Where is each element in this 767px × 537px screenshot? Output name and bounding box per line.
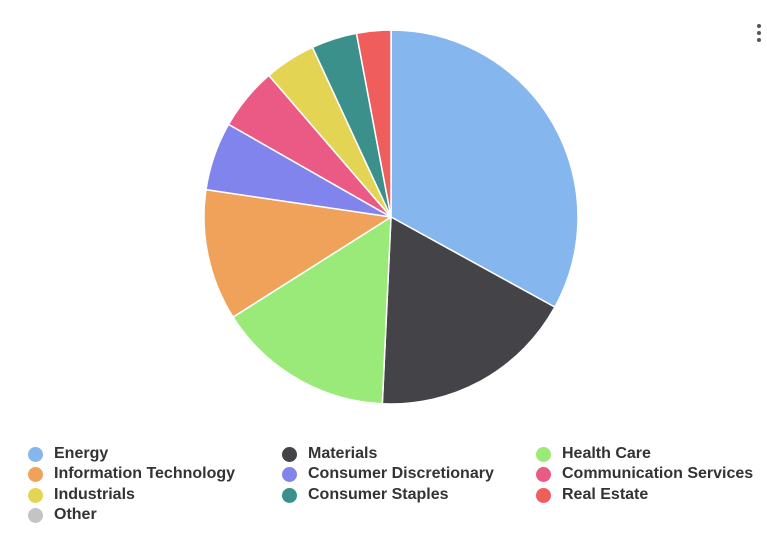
legend-swatch-consumer-discretionary (282, 466, 297, 482)
legend-swatch-consumer-staples (282, 487, 297, 503)
pie-slice-health-care[interactable] (232, 216, 392, 405)
chart-menu-button[interactable] (752, 22, 766, 46)
legend-swatch-industrials (28, 487, 43, 503)
more-vertical-icon-dot (757, 31, 761, 35)
legend-swatch-information-technology (28, 466, 43, 482)
more-vertical-icon (757, 24, 761, 28)
legend-swatch-real-estate (536, 487, 551, 503)
pie-slice-energy[interactable] (390, 29, 579, 308)
more-vertical-icon-dot (757, 38, 761, 42)
legend-swatch-health-care (536, 446, 551, 462)
legend-label-communication-services: Communication Services (562, 465, 754, 482)
legend-label-energy: Energy (54, 445, 109, 462)
legend-label-industrials: Industrials (54, 486, 135, 503)
legend-item-other[interactable]: Other (28, 505, 97, 525)
legend-label-other: Other (54, 506, 97, 523)
pie-slice-information-technology[interactable] (203, 188, 392, 318)
legend-item-consumer-staples[interactable]: Consumer Staples (282, 485, 448, 505)
legend-item-consumer-discretionary[interactable]: Consumer Discretionary (282, 464, 494, 484)
legend-label-health-care: Health Care (562, 445, 651, 462)
legend-label-consumer-discretionary: Consumer Discretionary (308, 465, 494, 482)
legend-label-consumer-staples: Consumer Staples (308, 486, 449, 503)
legend-label-materials: Materials (308, 445, 378, 462)
legend-item-real-estate[interactable]: Real Estate (536, 485, 648, 505)
legend-label-real-estate: Real Estate (562, 486, 649, 503)
legend-label-information-technology: Information Technology (54, 465, 236, 482)
legend-swatch-materials (282, 446, 297, 462)
legend-item-industrials[interactable]: Industrials (28, 485, 135, 505)
legend-item-materials[interactable]: Materials (282, 444, 377, 464)
legend-swatch-communication-services (536, 466, 551, 482)
legend-item-health-care[interactable]: Health Care (536, 444, 651, 464)
legend-swatch-other (28, 507, 43, 523)
legend-item-information-technology[interactable]: Information Technology (28, 464, 235, 484)
pie-slice-real-estate[interactable] (355, 29, 392, 218)
legend-swatch-energy (28, 446, 43, 462)
legend-item-energy[interactable]: Energy (28, 444, 108, 464)
pie-slice-materials[interactable] (381, 216, 556, 405)
legend-item-communication-services[interactable]: Communication Services (536, 464, 753, 484)
